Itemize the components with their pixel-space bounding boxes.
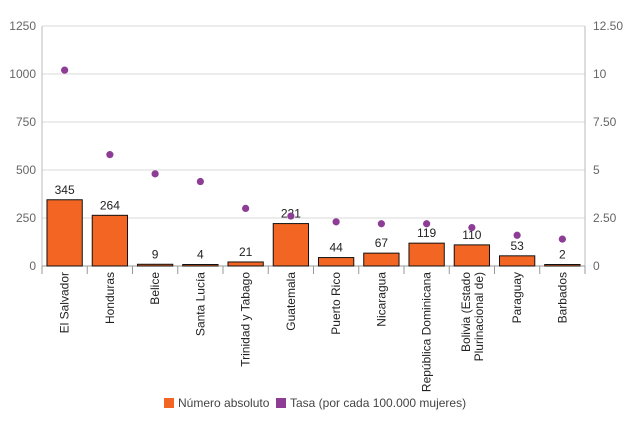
bar [136, 263, 174, 267]
bar-value-label: 53 [510, 239, 524, 253]
right-tick-label: 5 [593, 163, 600, 177]
rate-point [332, 218, 340, 226]
bar [317, 257, 355, 267]
legend-swatch-rate [276, 398, 286, 408]
bar-value-label: 44 [329, 241, 343, 255]
bar-value-label: 345 [55, 183, 75, 197]
left-tick-label: 250 [16, 211, 36, 225]
legend: Número absoluto Tasa (por cada 100.000 mu… [164, 396, 466, 410]
legend-label-bars: Número absoluto [178, 396, 270, 410]
bar [182, 264, 219, 267]
category-label: Santa Lucía [193, 272, 207, 336]
rate-point [377, 220, 385, 228]
scatter-series [61, 66, 566, 243]
bar-value-label: 21 [239, 245, 253, 259]
bar-value-label: 264 [100, 198, 120, 212]
bar [544, 264, 581, 267]
data-labels: 34526494212214467119110532 [55, 183, 566, 262]
bar [227, 261, 264, 267]
bar [453, 244, 491, 267]
right-tick-label: 10 [593, 67, 607, 81]
bar [498, 255, 536, 267]
bar [363, 252, 400, 267]
category-label: Puerto Rico [329, 272, 343, 335]
bar-value-label: 110 [462, 228, 481, 242]
rate-point [242, 204, 250, 212]
rate-point [558, 235, 566, 243]
bar-series [46, 199, 581, 267]
category-label: Bolivia (EstadoPlurinacional de) [459, 272, 486, 362]
left-tick-label: 0 [29, 259, 36, 273]
rate-point [513, 231, 521, 239]
right-tick-label: 12.50 [593, 19, 623, 33]
bar [46, 199, 83, 267]
bar [408, 242, 445, 267]
bar [272, 223, 310, 267]
rate-point [468, 224, 476, 232]
legend-label-rate: Tasa (por cada 100.000 mujeres) [290, 396, 466, 410]
rate-point [196, 177, 204, 186]
bar-value-label: 119 [417, 226, 436, 240]
bar-value-label: 9 [152, 247, 159, 261]
bar [91, 214, 129, 267]
category-label: República Dominicana [420, 272, 434, 392]
category-label: El Salvador [58, 272, 72, 333]
bar-value-label: 4 [197, 248, 204, 262]
gridlines [42, 25, 585, 219]
rate-point [151, 170, 159, 178]
rate-point [287, 212, 295, 220]
right-tick-label: 7.50 [593, 115, 617, 129]
legend-swatch-bars [164, 398, 174, 408]
category-label: Honduras [103, 272, 117, 324]
category-label: Guatemala [284, 272, 298, 331]
category-label: Nicaragua [374, 272, 388, 327]
rate-point [423, 220, 431, 228]
category-label: Barbados [555, 272, 569, 323]
category-label: Paraguay [510, 272, 524, 323]
left-tick-label: 1250 [9, 19, 36, 33]
bar-value-label: 2 [559, 248, 566, 262]
rate-point [106, 151, 114, 159]
left-tick-label: 750 [16, 115, 36, 129]
bar-value-label: 67 [375, 236, 389, 250]
left-tick-label: 500 [16, 163, 36, 177]
rate-point [61, 66, 69, 74]
category-labels: El Salvador Honduras Belice Santa Lucía Trin… [58, 272, 570, 392]
category-label: Belice [148, 272, 162, 305]
right-tick-label: 2.50 [593, 211, 617, 225]
left-tick-label: 1000 [9, 67, 36, 81]
axes: 0 0 250 2.50 500 5 750 7.50 1000 10 1250 12.50 [9, 19, 623, 274]
right-tick-label: 0 [593, 259, 600, 273]
category-label: Trinidad y Tabago [239, 272, 253, 367]
